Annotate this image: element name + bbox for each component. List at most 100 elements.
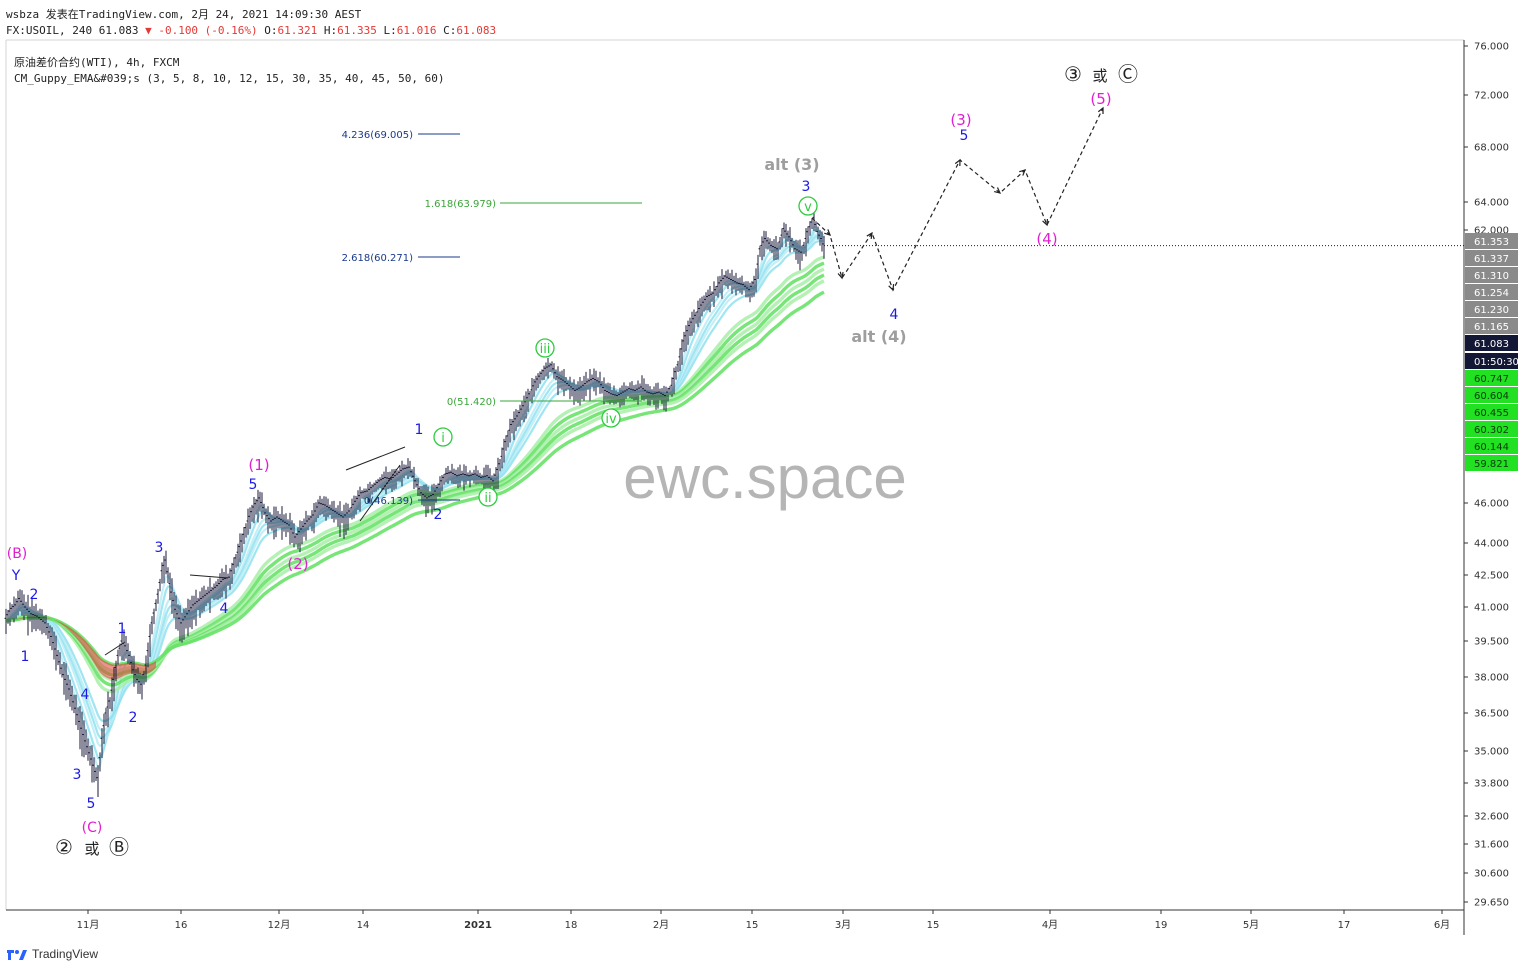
indicator-legend[interactable]: CM_Guppy_EMA&#039;s (3, 5, 8, 10, 12, 15… xyxy=(14,72,445,85)
price-scale-value: 60.455 xyxy=(1474,408,1509,419)
price-scale-value: 61.254 xyxy=(1474,288,1509,299)
time-tick-label: 11月 xyxy=(77,919,100,931)
trendline[interactable] xyxy=(189,574,229,579)
time-tick-label: 6月 xyxy=(1434,919,1450,931)
time-tick-label: 15 xyxy=(927,920,940,931)
wave-label: (5) xyxy=(1090,90,1111,108)
price-tick-label: 76.000 xyxy=(1474,42,1509,53)
price-change: ▼ -0.100 (-0.16%) xyxy=(145,24,258,37)
price-bars xyxy=(4,208,1464,798)
wave-label-circle xyxy=(601,408,621,428)
price-tick-label: 33.800 xyxy=(1474,779,1509,790)
price-tick-label: 36.500 xyxy=(1474,709,1509,720)
wave-label-circle xyxy=(478,487,498,507)
time-axis[interactable]: 11月 16 12月 14 2021 18 2月 15 3月 15 4月 19 5月 17 6月 xyxy=(77,910,1451,931)
price-scale-tag xyxy=(1465,284,1518,300)
trendline[interactable] xyxy=(104,641,126,656)
wave-label: 4 xyxy=(220,601,229,617)
wave-label: 或 xyxy=(84,840,99,858)
price-tick-label: 39.500 xyxy=(1474,637,1509,648)
trendline[interactable] xyxy=(359,464,401,522)
time-tick-label: 17 xyxy=(1338,920,1351,931)
projection-arrowhead xyxy=(954,158,961,167)
price-scale-tag xyxy=(1465,455,1518,471)
price-scale-tag xyxy=(1465,233,1518,249)
wave-label: 2 xyxy=(434,507,443,523)
price-tick-label: 44.000 xyxy=(1474,539,1509,550)
time-tick-label: 5月 xyxy=(1243,919,1259,931)
close-label: C: xyxy=(443,24,457,37)
wave-label: (4) xyxy=(1036,230,1057,248)
wave-label: 1 xyxy=(118,621,127,637)
wave-label: (C) xyxy=(82,820,103,836)
wave-label: (3) xyxy=(950,111,971,129)
wave-label: 2 xyxy=(129,710,138,726)
price-scale-tag xyxy=(1465,318,1518,334)
symbol-info: FX:USOIL, 240 61.083 xyxy=(6,24,139,37)
wave-label: 2 xyxy=(30,587,39,603)
price-tick-label: 68.000 xyxy=(1474,143,1509,154)
price-scale-tag xyxy=(1465,250,1518,266)
high-label: H: xyxy=(323,24,338,37)
wave-label: 或 xyxy=(1092,67,1107,85)
projection-path xyxy=(811,106,1104,292)
price-tick-label: 38.000 xyxy=(1474,673,1509,684)
price-scale-value: 01:50:30 xyxy=(1474,357,1519,368)
price-scale-value: 61.230 xyxy=(1474,305,1509,316)
wave-label: 5 xyxy=(960,128,969,144)
price-scale-value: 60.747 xyxy=(1474,374,1509,385)
close-value: 61.083 xyxy=(456,24,497,37)
fib-level-label: 0(46.139) xyxy=(364,496,413,507)
wave-label: i xyxy=(441,431,445,446)
wave-label: Ⓑ xyxy=(109,835,129,859)
fib-level-label: 2.618(60.271) xyxy=(342,253,414,264)
wave-label: 5 xyxy=(87,796,96,812)
projection-arrowhead xyxy=(837,271,844,280)
price-scale-tag xyxy=(1465,438,1518,454)
wave-label-circle xyxy=(798,196,818,216)
footer-brand[interactable]: TradingView xyxy=(6,947,98,961)
projection-arrowhead xyxy=(888,283,895,292)
wave-label: (B) xyxy=(7,546,28,562)
price-scale-value: 59.821 xyxy=(1474,459,1509,470)
fib-level-label: 4.236(69.005) xyxy=(342,130,414,141)
price-scale-value: 61.337 xyxy=(1474,254,1509,265)
wave-label: (2) xyxy=(287,555,308,573)
price-scale-value: 61.310 xyxy=(1474,271,1509,282)
price-tick-label: 35.000 xyxy=(1474,747,1509,758)
wave-label: Y xyxy=(11,568,21,584)
fib-level-label: 1.618(63.979) xyxy=(425,199,497,210)
wave-label: v xyxy=(804,200,812,215)
wave-label: 4 xyxy=(890,307,899,323)
price-scale-value: 60.144 xyxy=(1474,442,1509,453)
projection-arrowhead xyxy=(824,229,832,236)
price-tick-label: 41.000 xyxy=(1474,603,1509,614)
wave-label: alt (4) xyxy=(851,327,906,346)
series-legend[interactable]: 原油差价合约(WTI), 4h, FXCM xyxy=(14,56,180,69)
price-tick-label: 64.000 xyxy=(1474,198,1509,209)
tradingview-logo-icon xyxy=(7,950,27,960)
wave-label: 4 xyxy=(81,687,90,703)
wave-label: ii xyxy=(484,491,491,506)
trendlines xyxy=(104,446,406,656)
projection-arrowhead xyxy=(1019,169,1027,176)
projection-arrowhead xyxy=(1042,218,1049,227)
low-value: 61.016 xyxy=(396,24,437,37)
wave-label: 5 xyxy=(249,477,258,493)
wave-label: ③ xyxy=(1064,62,1082,86)
price-tick-label: 42.500 xyxy=(1474,571,1509,582)
trendline[interactable] xyxy=(345,446,406,471)
fib-level-label: 0(51.420) xyxy=(447,397,496,408)
projection-arrowhead xyxy=(1097,106,1104,115)
time-tick-label: 18 xyxy=(565,920,578,931)
price-scale-tag xyxy=(1465,335,1518,351)
time-tick-label: 2021 xyxy=(464,920,492,931)
watermark: ewc.space xyxy=(623,444,906,511)
price-scale-value: 61.083 xyxy=(1474,339,1509,350)
wave-label-circle xyxy=(535,338,555,358)
price-axis[interactable]: 76.000 72.000 68.000 64.000 62.000 46.000 44.0… xyxy=(1464,42,1509,909)
open-value: 61.321 xyxy=(277,24,318,37)
